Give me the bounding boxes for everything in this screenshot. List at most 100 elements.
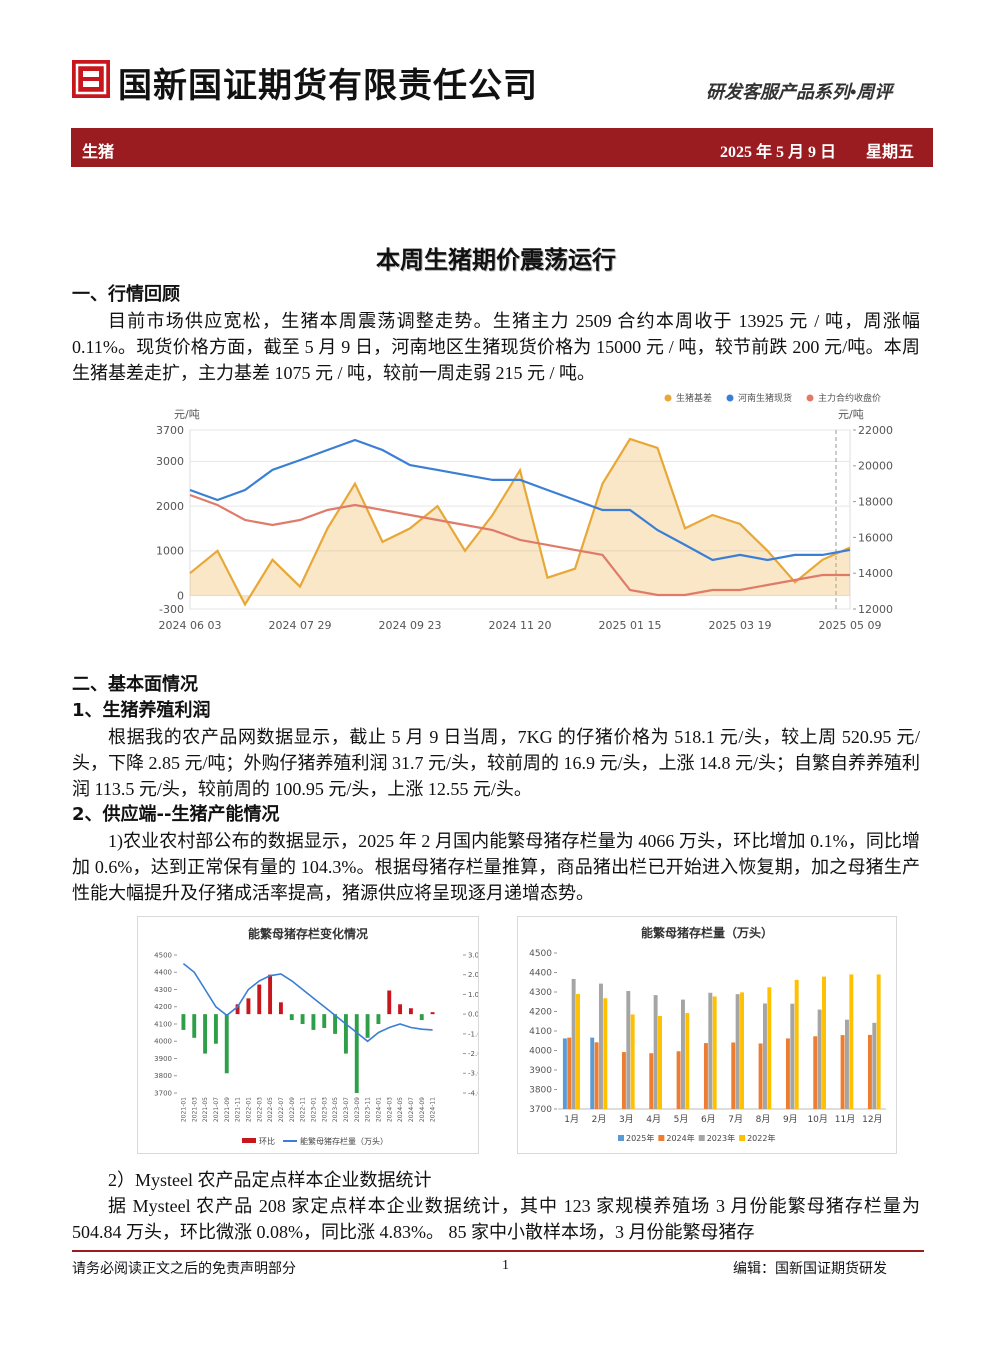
legend-label: 2023年 (707, 1133, 735, 1143)
yticks-label: 0 (177, 589, 184, 602)
bar (246, 998, 251, 1015)
yticks-label: 4200 (154, 1003, 172, 1011)
bar (867, 1034, 872, 1109)
chart-basis: -3000 1000 2000 3000 3700 12000 14000 16000 1800… (156, 392, 893, 632)
x-tick-label: 6月 (701, 1114, 716, 1125)
y2ticks-label: 2.00% (468, 971, 479, 979)
legend-label: 主力合约收盘价 (818, 392, 881, 404)
x-tick-label: 8月 (756, 1114, 771, 1125)
legend-swatch (739, 1135, 746, 1141)
bar (767, 987, 772, 1109)
legend-swatch (806, 394, 814, 402)
date: 2025 年 5 月 9 日 (720, 144, 837, 161)
bar (289, 1014, 294, 1021)
bar (322, 1014, 327, 1028)
bar (562, 1038, 567, 1109)
bar (268, 974, 273, 1015)
section-bar (71, 128, 933, 167)
y2ticks-label: 3.00% (468, 951, 479, 959)
bar (376, 1014, 381, 1024)
bar (343, 1014, 348, 1054)
series-label: 研发客服产品系列•周评 (706, 82, 893, 102)
yticks-label: 4400 (529, 969, 552, 979)
x-tick-label: 2023-03 (321, 1097, 328, 1122)
x-tick-label: 10月 (807, 1114, 827, 1125)
legend-swatch (658, 1135, 665, 1141)
bar (599, 983, 603, 1109)
yticks-label: 4000 (154, 1038, 172, 1046)
x-tick-label: 2022-05 (267, 1097, 274, 1122)
company-name: 国新国证期货有限责任公司 (118, 66, 538, 106)
x-tick-label: 2022-07 (278, 1097, 285, 1122)
bar (430, 1012, 435, 1015)
bar (758, 1043, 763, 1109)
legend-swatch (698, 1135, 705, 1141)
x-tick-label: 9月 (783, 1114, 798, 1125)
bar (300, 1014, 305, 1024)
x-tick-label: 2021-07 (213, 1097, 220, 1122)
bar (785, 1038, 790, 1109)
subsection-heading: 1、生猪养殖利润 (72, 700, 211, 721)
legend-swatch (664, 394, 672, 402)
chart-title: 能繁母猪存栏量（万头） (641, 925, 773, 940)
x-tick-label: 7月 (728, 1114, 743, 1125)
legend-label: 生猪基差 (676, 392, 712, 404)
bar (872, 1022, 877, 1109)
bar (712, 996, 717, 1109)
area (190, 439, 850, 605)
bar (658, 1015, 662, 1109)
bar (278, 1002, 283, 1015)
legend-label: 2024年 (666, 1133, 694, 1143)
bar (567, 1037, 572, 1109)
bar (192, 1014, 197, 1038)
y2ticks-label: 22000 (858, 424, 893, 437)
legend-label: 2025年 (626, 1133, 654, 1143)
x-tick-label: 2024 11 20 (489, 619, 552, 632)
x-tick-label: 4月 (646, 1114, 661, 1125)
bar (676, 1051, 681, 1109)
x-tick-label: 11月 (835, 1114, 855, 1125)
line (189, 493, 850, 597)
bar (630, 1014, 635, 1109)
footer-editor: 编辑：国新国证期货研发 (733, 1262, 887, 1277)
x-tick-label: 2023-07 (343, 1097, 350, 1122)
bar (703, 1043, 708, 1109)
bar (224, 1014, 229, 1074)
y2ticks-label: 20000 (858, 460, 893, 473)
x-tick-label: 2024-05 (397, 1097, 404, 1122)
x-tick-label: 2023-01 (310, 1097, 317, 1122)
bar (813, 1036, 818, 1109)
line (189, 437, 851, 607)
x-tick-label: 2025 03 19 (709, 619, 772, 632)
bar (653, 995, 658, 1109)
y2-axis-label: 元/吨 (838, 408, 864, 421)
x-tick-label: 2022-03 (256, 1097, 263, 1122)
legend-swatch (726, 394, 734, 402)
yticks-label: 3900 (154, 1055, 172, 1063)
line (182, 962, 433, 1043)
x-tick-label: 2021-01 (180, 1097, 187, 1122)
yticks-label: 4100 (529, 1027, 552, 1037)
line (189, 438, 851, 562)
page-number: 1 (502, 1258, 509, 1273)
x-tick-label: 2023-09 (354, 1097, 361, 1122)
x-tick-label: 1月 (564, 1114, 579, 1125)
bar (681, 999, 685, 1109)
paragraph: 目前市场供应宽松，生猪本周震荡调整走势。生猪主力 2509 合约本周收于 139… (72, 311, 920, 383)
yticks-label: 1000 (156, 545, 184, 558)
x-tick-label: 12月 (862, 1114, 882, 1125)
bar (822, 976, 826, 1109)
yticks-label: 4300 (529, 988, 552, 998)
y2ticks-label: -4.00% (468, 1089, 479, 1097)
yticks-label: 3700 (156, 424, 184, 437)
bar (735, 994, 740, 1109)
paragraph: 根据我的农产品网数据显示，截止 5 月 9 日当周，7KG 的仔猪价格为 518… (72, 727, 920, 799)
legend-label: 能繁母猪存栏量（万头） (300, 1136, 388, 1146)
bar (876, 974, 881, 1109)
bar (708, 992, 713, 1109)
bar (817, 1009, 822, 1109)
x-tick-label: 2024-01 (375, 1097, 382, 1122)
x-tick-label: 2024-07 (408, 1097, 415, 1122)
bar (257, 984, 262, 1015)
legend-swatch (242, 1138, 256, 1143)
